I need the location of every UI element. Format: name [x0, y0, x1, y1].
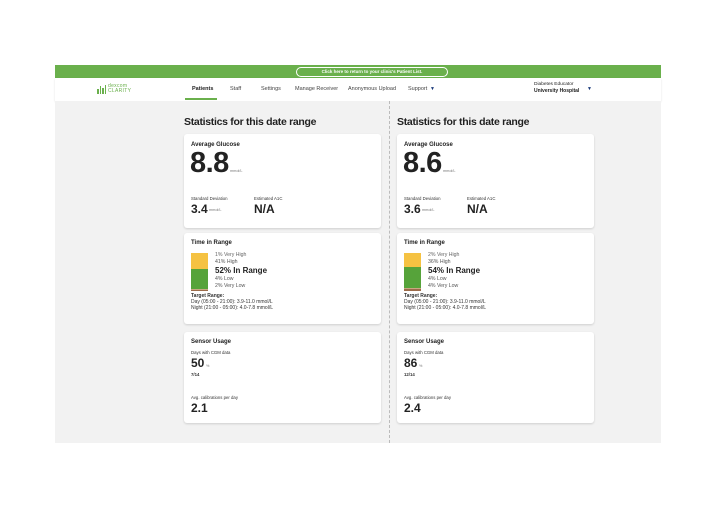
tir-segment-in-range — [404, 266, 421, 288]
logo-line2: CLARITY — [108, 88, 132, 94]
logo-icon — [97, 84, 106, 94]
target-range-title: Target Range: — [404, 293, 438, 299]
stats-title: Statistics for this date range — [397, 116, 530, 128]
target-range-day: Day (05:00 - 21:00): 3.9-11.0 mmol/L — [404, 299, 486, 305]
calibrations-value: 2.4 — [404, 401, 421, 415]
avg-glucose-unit: mmol/L — [230, 169, 243, 173]
tab-support[interactable]: Support — [408, 86, 428, 92]
target-range-day: Day (05:00 - 21:00): 3.9-11.0 mmol/L — [191, 299, 273, 305]
glucose-card: Average Glucose 8.8 mmol/L Standard Devi… — [184, 134, 381, 228]
target-range-title: Target Range: — [191, 293, 225, 299]
cgm-days-fraction: 7/14 — [191, 372, 200, 377]
return-to-patient-list-button[interactable]: Click here to return to your clinic's Pa… — [296, 66, 448, 77]
tir-segment-high — [191, 253, 208, 269]
return-banner: Click here to return to your clinic's Pa… — [55, 65, 661, 78]
a1c-label: Estimated A1C — [467, 196, 496, 201]
cgm-days-value: 50 — [191, 356, 205, 370]
dexcom-clarity-logo[interactable]: dexcom CLARITY — [97, 84, 131, 94]
cgm-days-percent: % — [419, 364, 423, 368]
tir-low: 4% Low — [428, 276, 447, 282]
cgm-days-percent: % — [206, 364, 210, 368]
avg-glucose-unit: mmol/L — [443, 169, 456, 173]
a1c-value: N/A — [254, 202, 275, 216]
time-in-range-card: Time in Range 2% Very High 36% High 54% … — [397, 233, 594, 324]
avg-glucose-value: 8.6 — [403, 147, 442, 179]
top-nav: dexcom CLARITY Patients Staff Settings Ma… — [55, 78, 661, 101]
tir-very-high: 1% Very High — [215, 252, 247, 258]
tir-very-low: 2% Very Low — [215, 283, 246, 289]
sd-unit: mmol/L — [422, 208, 435, 212]
target-range-night: Night (21:00 - 05:00): 4.0-7.8 mmol/L — [191, 305, 273, 311]
a1c-value: N/A — [467, 202, 488, 216]
sd-value: 3.6 — [404, 202, 421, 216]
tir-very-low: 4% Very Low — [428, 283, 459, 289]
tab-staff[interactable]: Staff — [230, 86, 242, 92]
tir-bar — [191, 252, 208, 291]
calibrations-value: 2.1 — [191, 401, 208, 415]
calibrations-label: Avg. calibrations per day — [404, 395, 451, 400]
sensor-usage-card: Sensor Usage Days with CGM data 50 % 7/1… — [184, 332, 381, 423]
target-range-night: Night (21:00 - 05:00): 4.0-7.8 mmol/L — [404, 305, 486, 311]
sensor-title: Sensor Usage — [191, 339, 232, 345]
sd-value: 3.4 — [191, 202, 208, 216]
user-menu[interactable]: Diabetes Educator University Hospital — [534, 82, 579, 95]
tir-segment-very-low — [404, 289, 421, 292]
cgm-days-fraction: 12/14 — [404, 372, 415, 377]
tir-very-high: 2% Very High — [428, 252, 460, 258]
stats-title: Statistics for this date range — [184, 116, 317, 128]
tir-segment-low — [404, 287, 421, 290]
a1c-label: Estimated A1C — [254, 196, 283, 201]
calibrations-label: Avg. calibrations per day — [191, 395, 238, 400]
tab-settings[interactable]: Settings — [261, 86, 281, 92]
avg-glucose-value: 8.8 — [190, 147, 229, 179]
avg-glucose-label: Average Glucose — [404, 142, 453, 148]
tir-segment-high — [404, 253, 421, 267]
tir-segment-in-range — [191, 268, 208, 289]
user-chevron-down-icon[interactable]: ▼ — [587, 86, 592, 92]
time-in-range-card: Time in Range 1% Very High 41% High 52% … — [184, 233, 381, 324]
sensor-title: Sensor Usage — [404, 339, 445, 345]
tab-patients[interactable]: Patients — [192, 86, 214, 92]
tir-segment-low — [191, 288, 208, 291]
tir-low: 4% Low — [215, 276, 234, 282]
tab-anonymous-upload[interactable]: Anonymous Upload — [348, 86, 397, 92]
sd-label: Standard Deviation — [191, 196, 228, 201]
tab-manage-receiver[interactable]: Manage Receiver — [295, 86, 339, 92]
tir-in-range: 52% In Range — [215, 266, 268, 275]
avg-glucose-label: Average Glucose — [191, 142, 240, 148]
tir-high: 41% High — [215, 259, 238, 265]
tir-in-range: 54% In Range — [428, 266, 481, 275]
tir-bar — [404, 252, 421, 292]
user-org: University Hospital — [534, 88, 580, 94]
tir-segment-very-low — [191, 290, 208, 291]
tir-title: Time in Range — [191, 240, 232, 246]
sd-unit: mmol/L — [209, 208, 222, 212]
column-divider — [389, 101, 390, 443]
glucose-card: Average Glucose 8.6 mmol/L Standard Devi… — [397, 134, 594, 228]
sd-label: Standard Deviation — [404, 196, 441, 201]
tir-title: Time in Range — [404, 240, 445, 246]
support-chevron-down-icon[interactable]: ▼ — [430, 86, 435, 92]
cgm-days-label: Days with CGM data — [404, 350, 444, 355]
sensor-usage-card: Sensor Usage Days with CGM data 86 % 12/… — [397, 332, 594, 423]
tir-high: 36% High — [428, 259, 451, 265]
active-tab-indicator — [185, 98, 217, 100]
user-role: Diabetes Educator — [534, 82, 574, 87]
cgm-days-label: Days with CGM data — [191, 350, 231, 355]
cgm-days-value: 86 — [404, 356, 418, 370]
tir-segment-very-high — [191, 252, 208, 253]
tir-segment-very-high — [404, 252, 421, 253]
logo-line1: dexcom — [108, 83, 128, 89]
